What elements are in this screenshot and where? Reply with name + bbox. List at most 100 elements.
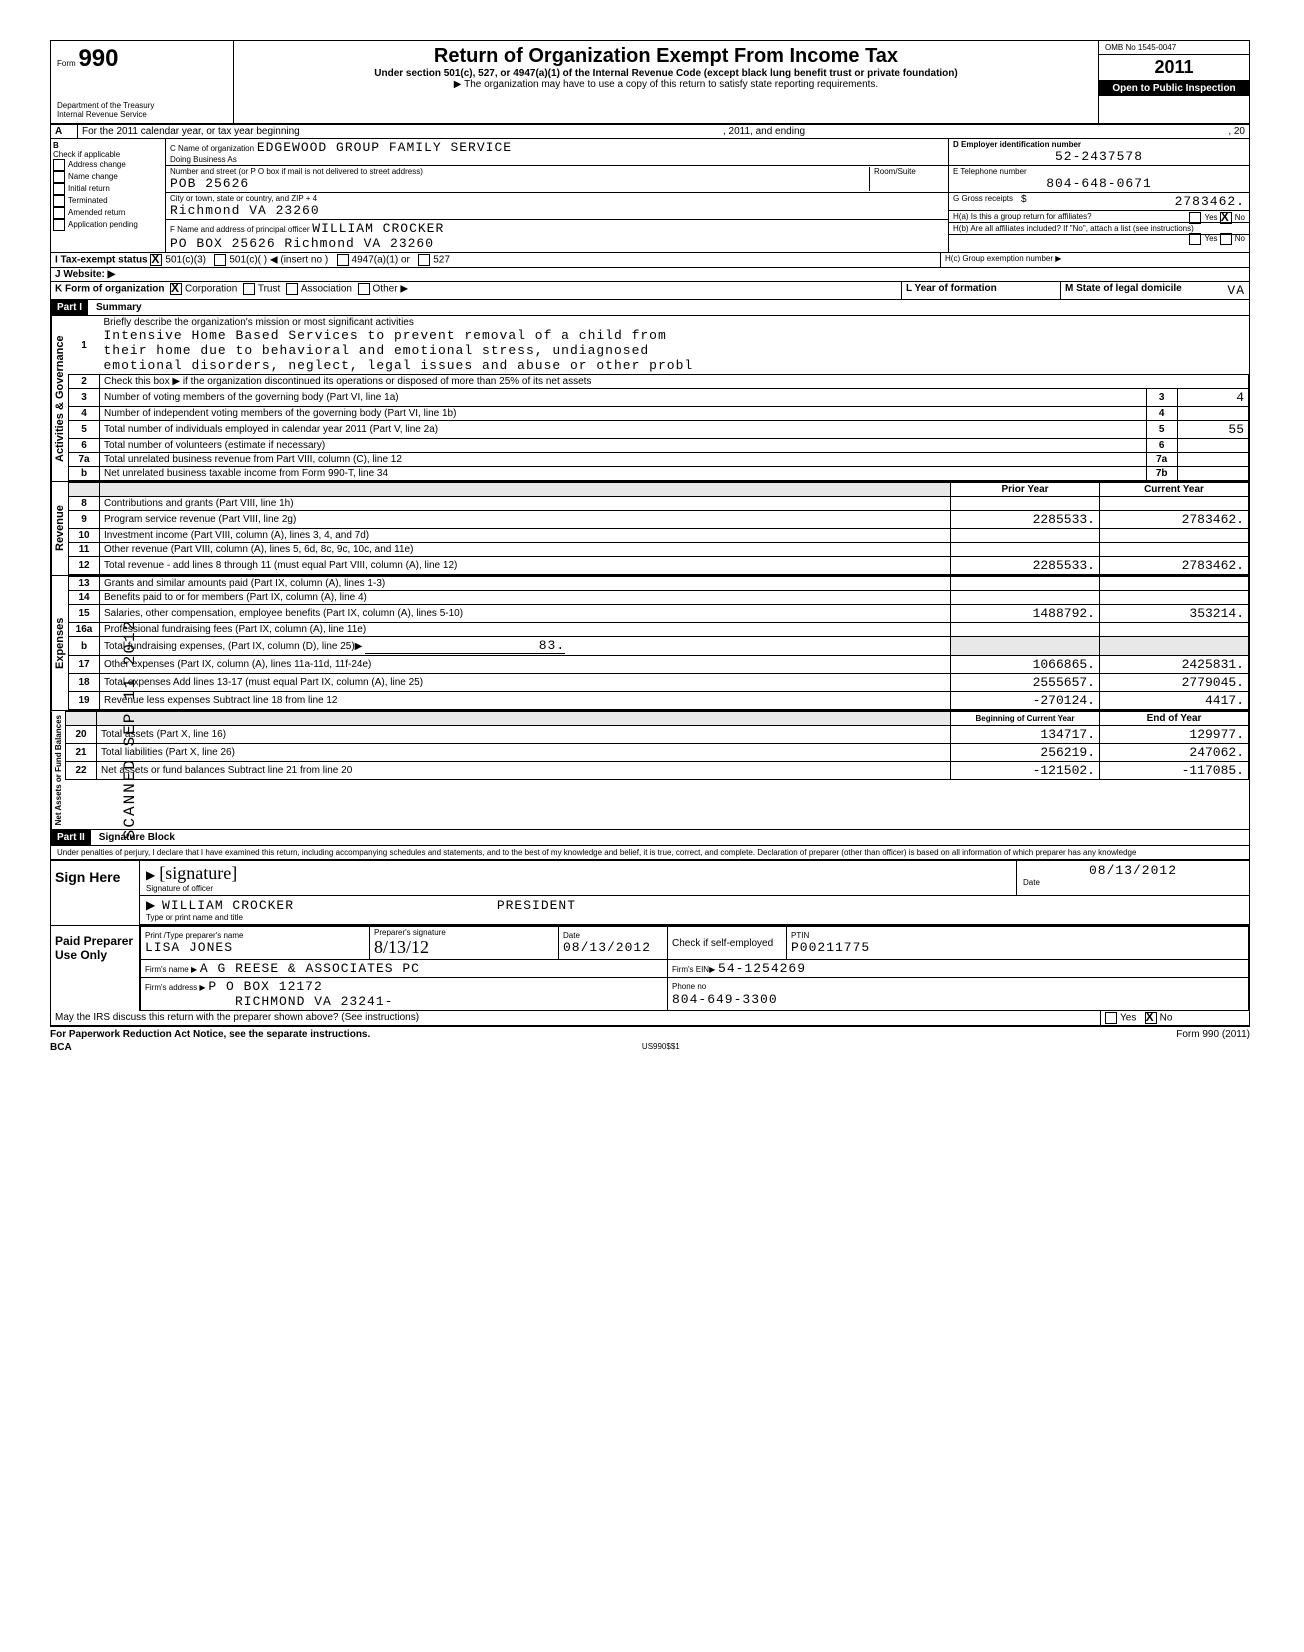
stitle: PRESIDENT <box>497 898 576 913</box>
eh: End of Year <box>1100 712 1249 726</box>
r-l12: Total revenue - add lines 8 through 11 (… <box>100 557 951 575</box>
g-lbl: G Gross receipts <box>953 194 1013 209</box>
e-p15: 1488792. <box>951 605 1100 623</box>
pdt: Date <box>563 931 663 940</box>
ck-other[interactable] <box>358 283 370 295</box>
g-v5: 55 <box>1177 421 1248 439</box>
ck-527[interactable] <box>418 254 430 266</box>
firm: A G REESE & ASSOCIATES PC <box>200 961 420 976</box>
dba: Doing Business As <box>170 155 944 164</box>
g-l4: Number of independent voting members of … <box>100 407 1147 421</box>
scan-stamp: SCANNED SEP 11 2012 <box>121 619 139 839</box>
pck: Check if self-employed <box>672 938 773 949</box>
ck-discuss-yes[interactable] <box>1105 1012 1117 1024</box>
date-lbl: Date <box>1023 878 1243 887</box>
ptn: Print /Type preparer's name <box>145 931 365 940</box>
fnl: Firm's name ▶ <box>145 965 197 974</box>
ha-yes: Yes <box>1204 213 1217 222</box>
pname: LISA JONES <box>145 940 233 955</box>
e-v16b: 83. <box>365 638 565 654</box>
k-lbl: K Form of organization <box>55 284 164 295</box>
e-c19: 4417. <box>1100 692 1249 710</box>
m-l3: emotional disorders, neglect, legal issu… <box>104 358 694 373</box>
ck-corp[interactable] <box>170 283 182 295</box>
ck-term[interactable] <box>53 195 65 207</box>
n-e21: 247062. <box>1100 744 1249 762</box>
g-l7a: Total unrelated business revenue from Pa… <box>100 453 1147 467</box>
e-c15: 353214. <box>1100 605 1249 623</box>
ck-hb-no[interactable] <box>1220 233 1232 245</box>
m-l1: Intensive Home Based Services to prevent… <box>104 328 667 343</box>
ck-discuss-no[interactable] <box>1145 1012 1157 1024</box>
e-p19: -270124. <box>951 692 1100 710</box>
ck-amend[interactable] <box>53 207 65 219</box>
n-b20: 134717. <box>951 726 1100 744</box>
ph: Prior Year <box>951 483 1100 497</box>
ha-no: No <box>1235 213 1245 222</box>
city: Richmond VA 23260 <box>170 203 944 218</box>
addr-lbl: Number and street (or P O box if mail is… <box>170 167 869 176</box>
line-a-text: For the 2011 calendar year, or tax year … <box>82 126 300 137</box>
bh: Beginning of Current Year <box>951 712 1100 726</box>
g-l6: Total number of volunteers (estimate if … <box>100 439 1147 453</box>
b-app: Application pending <box>68 220 138 229</box>
subtitle: Under section 501(c), 527, or 4947(a)(1)… <box>240 68 1092 79</box>
b-name: Name change <box>68 172 118 181</box>
form-foot: Form 990 (2011) <box>1176 1029 1250 1040</box>
n-e22: -117085. <box>1100 762 1249 780</box>
fph: 804-649-3300 <box>672 992 778 1007</box>
fal: Firm's address ▶ <box>145 983 206 992</box>
ck-ha-no[interactable] <box>1220 212 1232 224</box>
r-l10: Investment income (Part VIII, column (A)… <box>100 529 951 543</box>
ck-init[interactable] <box>53 183 65 195</box>
k-trust: Trust <box>258 284 280 295</box>
ck-addr[interactable] <box>53 159 65 171</box>
ck-app[interactable] <box>53 219 65 231</box>
faddr2: RICHMOND VA 23241- <box>235 994 393 1009</box>
ck-ha-yes[interactable] <box>1189 212 1201 224</box>
form-title: Return of Organization Exempt From Incom… <box>240 45 1092 68</box>
r-p12: 2285533. <box>951 557 1100 575</box>
sname: WILLIAM CROCKER <box>162 898 294 913</box>
b-addr: Address change <box>68 160 126 169</box>
ck-501c3[interactable] <box>150 254 162 266</box>
e-l19: Revenue less expenses Subtract line 18 f… <box>100 692 951 710</box>
f-no: No <box>1160 1013 1173 1024</box>
irs: Internal Revenue Service <box>57 110 227 119</box>
part1-lbl: Part I <box>51 300 88 315</box>
gross: 2783462. <box>1027 194 1245 209</box>
e-l18: Total expenses Add lines 13-17 (must equ… <box>100 674 951 692</box>
ck-hb-yes[interactable] <box>1189 233 1201 245</box>
hb: H(b) Are all affiliates included? If "No… <box>953 224 1194 233</box>
b-term: Terminated <box>68 196 108 205</box>
tnp: Type or print name and title <box>146 913 1243 922</box>
j-lbl: J Website: ▶ <box>55 269 115 280</box>
m-l2: their home due to behavioral and emotion… <box>104 343 650 358</box>
ck-name[interactable] <box>53 171 65 183</box>
ck-4947[interactable] <box>337 254 349 266</box>
form-990: Form 990 Department of the Treasury Inte… <box>50 40 1250 1027</box>
side-net: Net Assets or Fund Balances <box>51 711 65 829</box>
e-l16b: Total fundraising expenses, (Part IX, co… <box>104 641 362 652</box>
e-lbl: E Telephone number <box>953 167 1245 176</box>
g-l7b: Net unrelated business taxable income fr… <box>100 467 1147 481</box>
r-l8: Contributions and grants (Part VIII, lin… <box>100 497 951 511</box>
dept: Department of the Treasury <box>57 101 227 110</box>
r-l11: Other revenue (Part VIII, column (A), li… <box>100 543 951 557</box>
officer-addr: PO BOX 25626 Richmond VA 23260 <box>170 236 944 251</box>
e-l16a: Professional fundraising fees (Part IX, … <box>100 623 951 637</box>
faddr1: P O BOX 12172 <box>208 979 322 994</box>
k-assoc: Association <box>301 284 352 295</box>
form-label: Form <box>57 59 76 68</box>
sign-here: Sign Here <box>51 861 140 925</box>
bca: BCA <box>50 1042 72 1053</box>
hb-yes: Yes <box>1204 234 1217 243</box>
room: Room/Suite <box>869 167 944 191</box>
ck-trust[interactable] <box>243 283 255 295</box>
pra: For Paperwork Reduction Act Notice, see … <box>50 1029 370 1040</box>
e-l14: Benefits paid to or for members (Part IX… <box>100 591 951 605</box>
e-l17: Other expenses (Part IX, column (A), lin… <box>100 656 951 674</box>
ck-assoc[interactable] <box>286 283 298 295</box>
ha: H(a) Is this a group return for affiliat… <box>953 212 1092 221</box>
ck-501c[interactable] <box>214 254 226 266</box>
